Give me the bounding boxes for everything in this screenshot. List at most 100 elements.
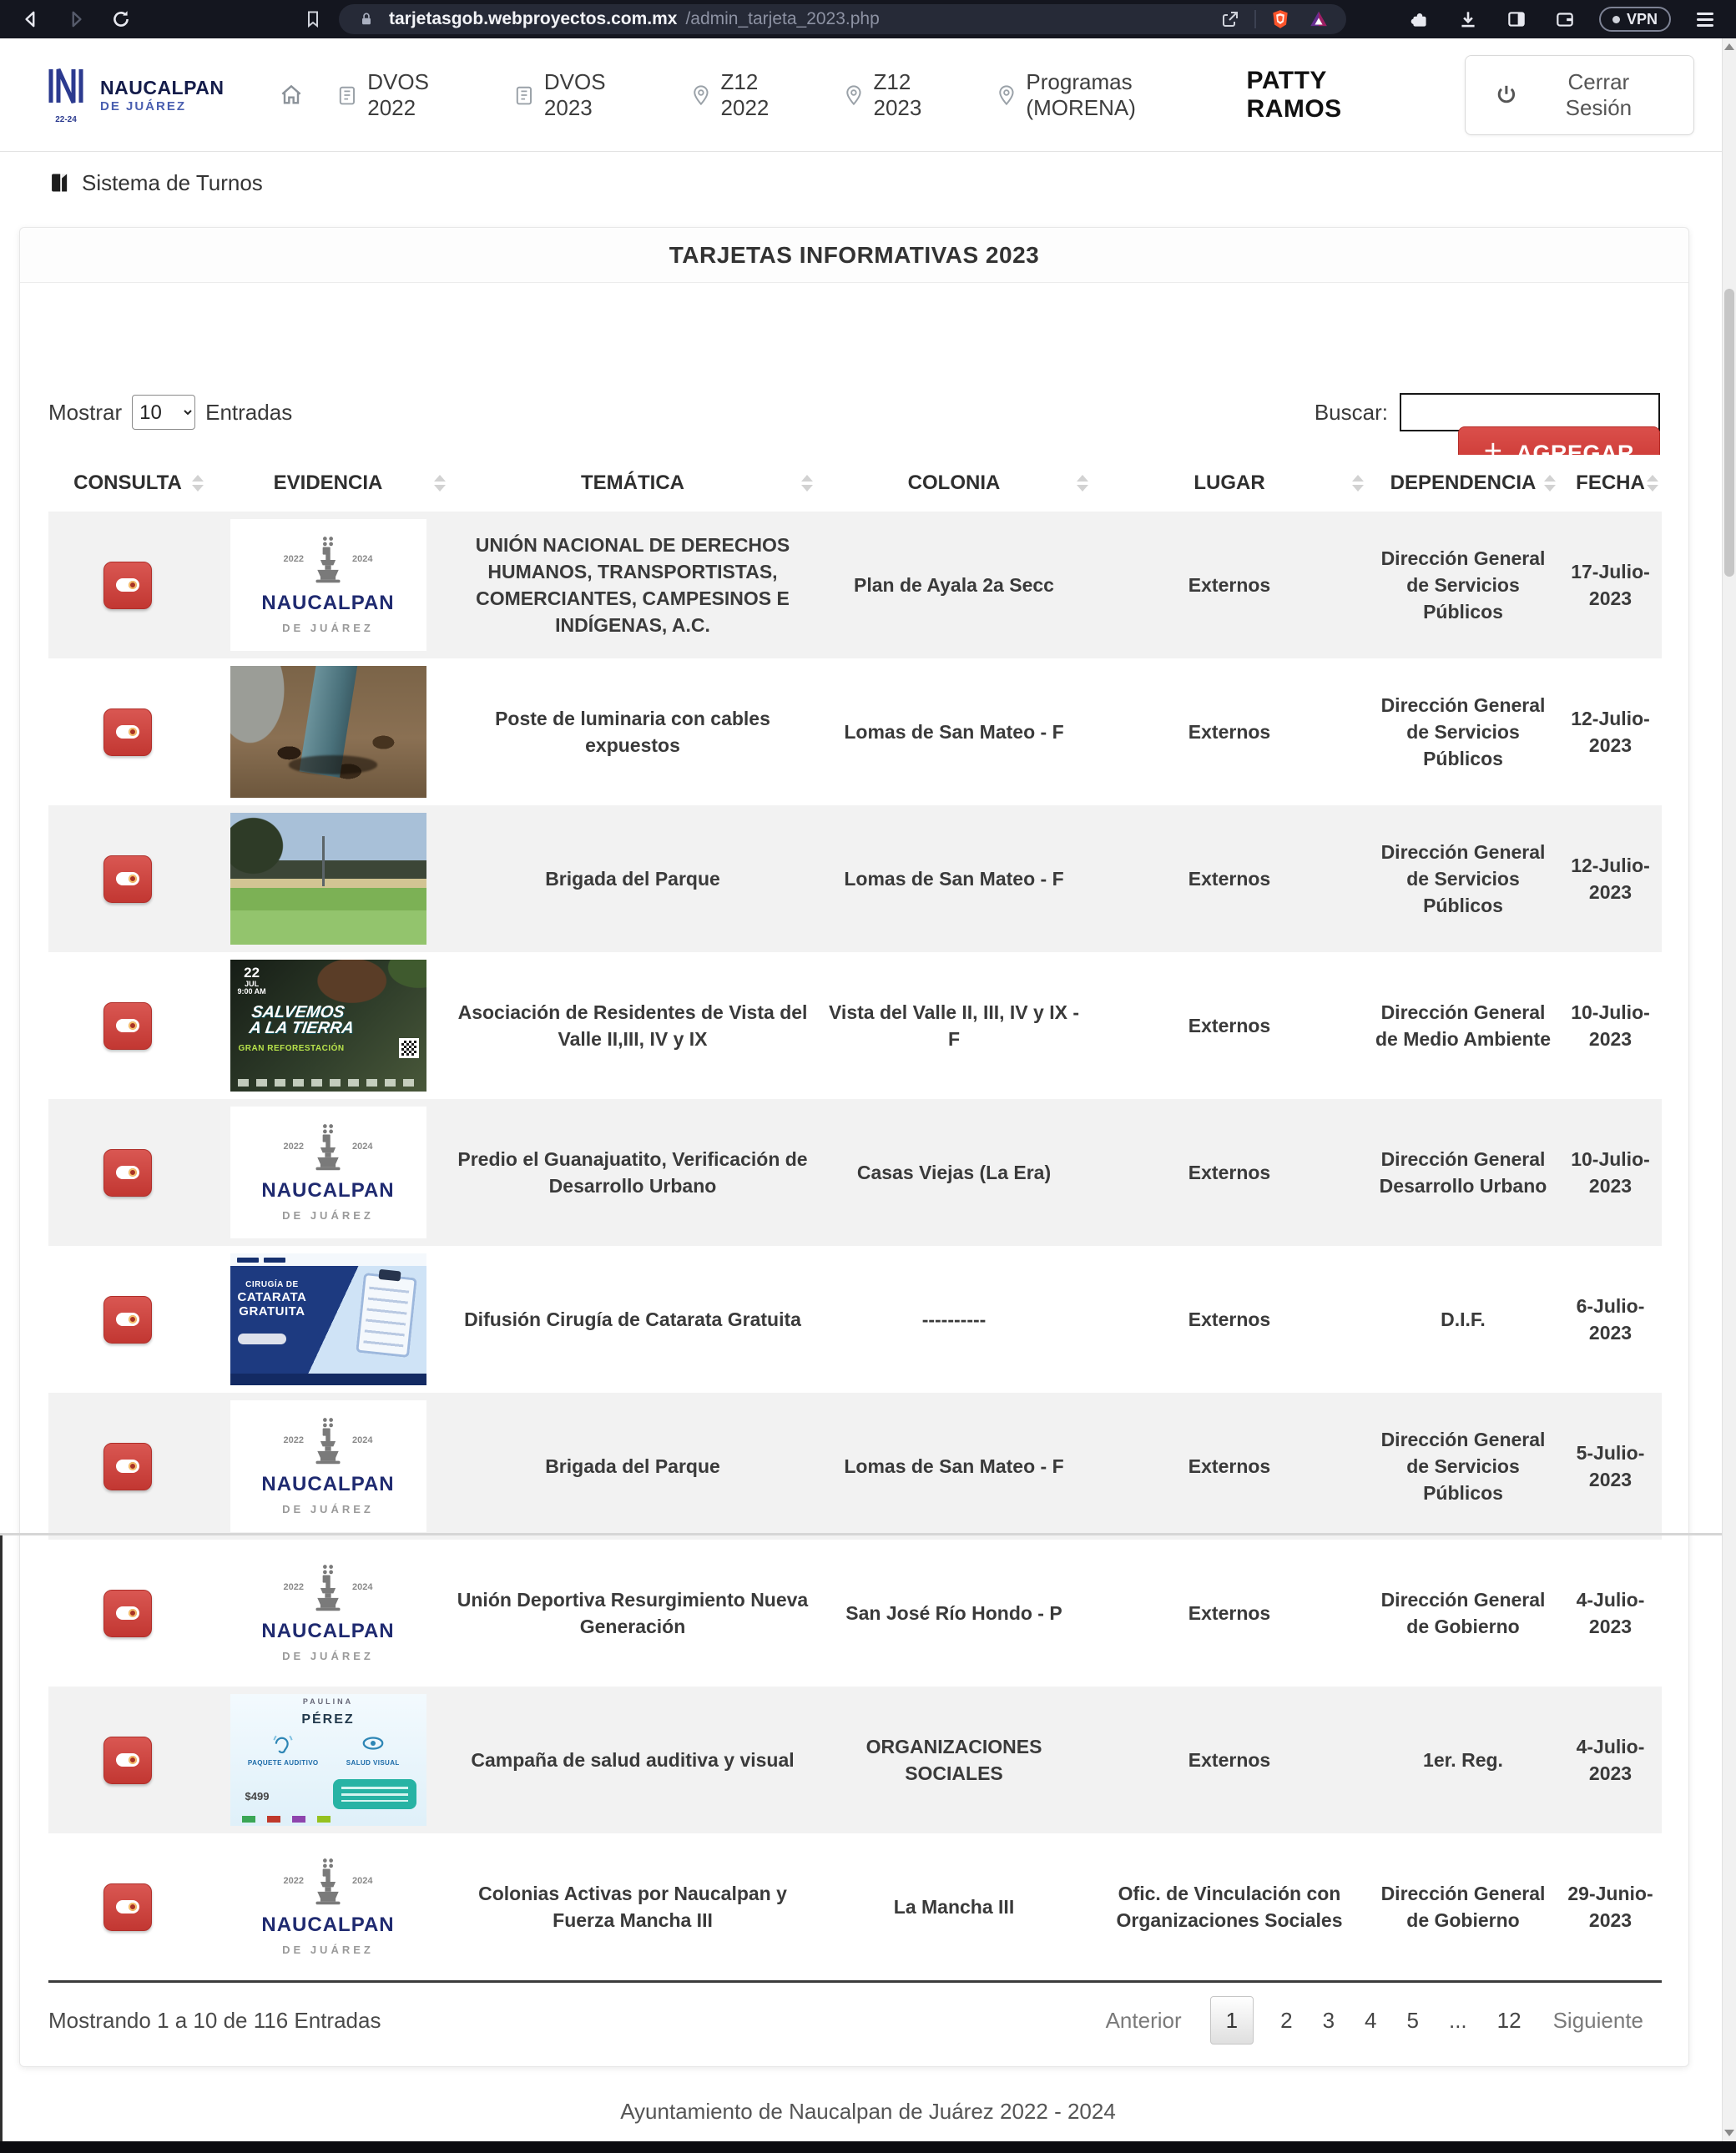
menu-item-z12-2023[interactable]: Z12 2023 [842,69,965,121]
sort-arrows-icon [1647,475,1658,492]
brave-shield-icon[interactable] [1266,5,1294,33]
pagination: Anterior 1 2 3 4 5 ... 12 Siguiente [1089,1996,1660,2045]
view-record-button[interactable] [103,1736,152,1784]
view-record-button[interactable] [103,1442,152,1490]
view-record-button[interactable] [103,1001,152,1050]
pagination-page-4[interactable]: 4 [1365,2007,1377,2033]
clipboard-icon [516,86,532,104]
fecha-cell: 29-Junio-2023 [1567,1882,1653,1931]
bookmark-icon[interactable] [299,5,327,33]
pagination-page-12[interactable]: 12 [1496,2007,1522,2033]
tematica-cell: Colonias Activas por Naucalpan y Fuerza … [478,1882,787,1931]
fecha-cell: 4-Julio-2023 [1576,1588,1645,1637]
menu-item-dvos-2023[interactable]: DVOS 2023 [512,69,659,121]
pagination-next[interactable]: Siguiente [1552,2007,1643,2033]
pagination-page-1[interactable]: 1 [1209,1996,1254,2045]
view-record-button[interactable] [103,708,152,756]
back-button[interactable] [17,5,45,33]
home-icon[interactable] [277,81,305,109]
map-pin-icon [998,84,1014,105]
header-evidencia[interactable]: EVIDENCIA [207,455,449,512]
table-row: 2022 2024 NAUCALPAN DE JUÁREZ Colonias A… [48,1833,1662,1982]
vpn-button[interactable]: VPN [1598,7,1671,32]
scrollbar-thumb[interactable] [1724,289,1734,577]
bat-rewards-icon[interactable] [1305,5,1333,33]
view-record-button[interactable] [103,1589,152,1637]
entries-per-page-select[interactable]: 10 [132,395,196,430]
address-bar[interactable]: tarjetasgob.webproyectos.com.mx/admin_ta… [339,4,1346,34]
menu-hamburger-icon[interactable] [1691,5,1719,33]
view-record-button[interactable] [103,1295,152,1344]
fountain-glyph [315,1565,341,1611]
colonia-cell: Lomas de San Mateo - F [844,867,1064,890]
scrollbar-down-arrow-icon[interactable] [1724,2130,1734,2136]
view-record-button[interactable] [103,1148,152,1197]
header-lugar[interactable]: LUGAR [1092,455,1367,512]
pagination-page-5[interactable]: 5 [1406,2007,1419,2033]
colonia-cell: ---------- [921,1308,987,1330]
wallet-icon[interactable] [1551,5,1579,33]
table-row: 2022 2024 NAUCALPAN DE JUÁREZ UNIÓN NACI… [48,512,1662,658]
fecha-cell: 10-Julio-2023 [1571,1001,1650,1050]
table-footer: Mostrando 1 a 10 de 116 Entradas Anterio… [48,1996,1660,2045]
view-record-button[interactable] [103,855,152,903]
header-dependencia[interactable]: DEPENDENCIA [1367,455,1559,512]
pagination-page-3[interactable]: 3 [1322,2007,1335,2033]
lugar-cell: Externos [1188,1014,1271,1036]
sponsor-logos [241,1816,331,1823]
header-fecha[interactable]: FECHA [1559,455,1662,512]
share-icon[interactable] [1216,5,1244,33]
table-row: 2022 2024 NAUCALPAN DE JUÁREZ Unión Depo… [48,1540,1662,1687]
menu-item-z12-2022[interactable]: Z12 2022 [689,69,812,121]
book-icon [52,174,68,192]
sistema-de-turnos-link[interactable]: Sistema de Turnos [0,152,1736,214]
naucalpan-logo[interactable]: 22-24 NAUCALPAN DE JUÁREZ [42,66,224,124]
fecha-cell: 4-Julio-2023 [1576,1735,1645,1784]
entries-summary: Mostrando 1 a 10 de 116 Entradas [48,2007,381,2033]
evidence-image-naucalpan-logo: 2022 2024 NAUCALPAN DE JUÁREZ [230,1400,426,1532]
view-record-button[interactable] [103,561,152,609]
fecha-cell: 6-Julio-2023 [1576,1294,1645,1344]
download-icon[interactable] [1454,5,1482,33]
screenshot-seam [0,1533,1736,1535]
contact-box [332,1779,416,1809]
menu-item-programas-morena[interactable]: Programas (MORENA) [995,69,1247,121]
ear-icon [273,1735,293,1754]
pagination-ellipsis: ... [1448,2007,1467,2033]
fecha-cell: 10-Julio-2023 [1571,1147,1650,1197]
logout-button[interactable]: Cerrar Sesión [1464,54,1694,135]
table-row: CIRUGÍA DE CATARATA GRATUITA Difusión Ciru… [48,1246,1662,1393]
scrollbar-up-arrow-icon[interactable] [1724,43,1734,50]
sort-arrows-icon [1077,475,1088,492]
window-bottom-edge [0,2141,1736,2153]
vpn-status-dot [1612,15,1620,23]
show-entries-label-before: Mostrar [48,399,123,425]
dependencia-cell: Dirección General de Servicios Públicos [1380,547,1546,623]
sort-arrows-icon [801,475,813,492]
tematica-cell: Asociación de Residentes de Vista del Va… [457,1001,808,1050]
pagination-page-2[interactable]: 2 [1280,2007,1293,2033]
extensions-puzzle-icon[interactable] [1405,5,1434,33]
header-tematica[interactable]: TEMÁTICA [449,455,816,512]
eye-icon [116,1460,139,1473]
eye-icon [116,725,139,739]
logo-n-glyph [48,68,83,103]
logged-user-name: PATTY RAMOS [1246,66,1342,123]
sidebar-icon[interactable] [1502,5,1531,33]
view-record-button[interactable] [103,1883,152,1931]
table-row: 2022 2024 NAUCALPAN DE JUÁREZ Predio el … [48,1099,1662,1246]
header-colonia[interactable]: COLONIA [816,455,1092,512]
forward-button[interactable] [62,5,90,33]
menu-item-dvos-2022[interactable]: DVOS 2022 [336,69,482,121]
page-scrollbar[interactable] [1722,38,1736,2141]
tematica-cell: Brigada del Parque [545,867,720,890]
reload-button[interactable] [107,5,135,33]
eye-icon [116,1166,139,1179]
header-consulta[interactable]: CONSULTA [48,455,207,512]
tematica-cell: Brigada del Parque [545,1455,720,1477]
dependencia-cell: Dirección General de Servicios Públicos [1380,1428,1546,1505]
brand-subname: DE JUÁREZ [100,98,187,113]
fountain-glyph [315,537,341,583]
pagination-prev[interactable]: Anterior [1105,2007,1182,2033]
eye-icon [116,1313,139,1326]
